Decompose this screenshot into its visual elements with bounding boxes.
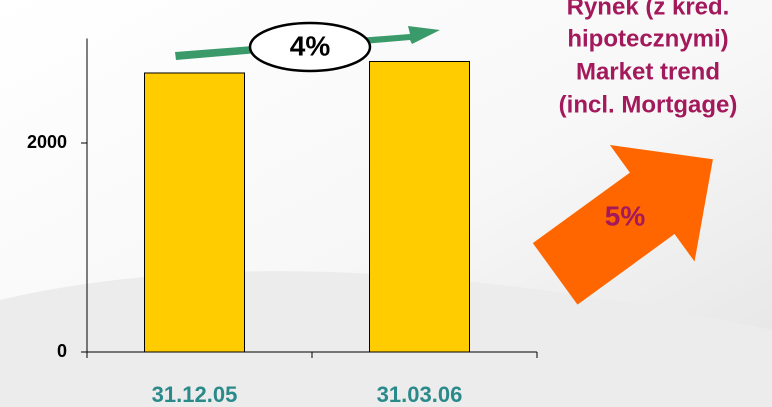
plot: 0 2000 31.12.05 31.03.06: [27, 38, 538, 407]
x-tick-label: 31.03.06: [377, 382, 463, 407]
market-label: (incl. Mortgage): [559, 91, 738, 118]
bar-growth: 4%: [290, 30, 331, 61]
y-tick-label: 0: [57, 341, 67, 361]
market-growth: 5%: [605, 200, 646, 231]
market-label: Rynek (z kred.: [567, 0, 730, 20]
market-arrow-shape: [532, 145, 713, 305]
x-tick-label: 31.12.05: [152, 382, 238, 407]
market-label: hipotecznymi): [567, 25, 728, 52]
bar: [144, 72, 245, 353]
market-arrow: [532, 145, 713, 305]
y-tick-label: 2000: [27, 132, 67, 152]
market-label: Market trend: [576, 58, 720, 85]
bar: [369, 60, 470, 353]
growth-ellipse: [248, 21, 372, 73]
